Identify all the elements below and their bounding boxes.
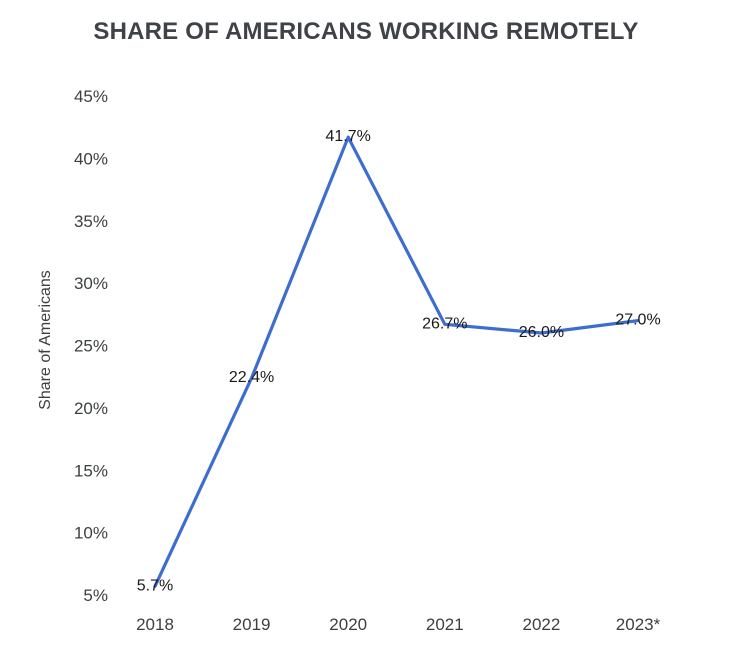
x-axis-tick-label: 2022	[522, 615, 560, 634]
y-axis-tick-label: 45%	[74, 87, 108, 106]
y-axis-tick-label: 20%	[74, 399, 108, 418]
y-axis-tick-label: 30%	[74, 274, 108, 293]
y-axis-title: Share of Americans	[37, 270, 54, 410]
data-line	[153, 135, 640, 588]
data-point-label: 26.7%	[422, 315, 467, 332]
x-axis-tick-label: 2021	[426, 615, 464, 634]
y-axis-tick-label: 35%	[74, 212, 108, 231]
x-axis-tick-label: 2018	[136, 615, 174, 634]
x-axis-tick-label: 2023*	[616, 615, 661, 634]
data-point-label: 5.7%	[137, 577, 173, 594]
x-axis-tick-label: 2020	[329, 615, 367, 634]
y-axis-tick-label: 25%	[74, 337, 108, 356]
data-point-label: 41.7%	[326, 128, 371, 145]
data-point-label: 27.0%	[615, 312, 660, 329]
y-axis-tick-label: 15%	[74, 461, 108, 480]
data-point-label: 22.4%	[229, 369, 274, 386]
x-axis-tick-label: 2019	[233, 615, 271, 634]
data-point-label: 26.0%	[519, 324, 564, 341]
y-axis-tick-label: 10%	[74, 524, 108, 543]
chart-title: SHARE OF AMERICANS WORKING REMOTELY	[93, 18, 639, 45]
y-axis-tick-label: 5%	[83, 586, 108, 605]
y-axis-tick-label: 40%	[74, 149, 108, 168]
